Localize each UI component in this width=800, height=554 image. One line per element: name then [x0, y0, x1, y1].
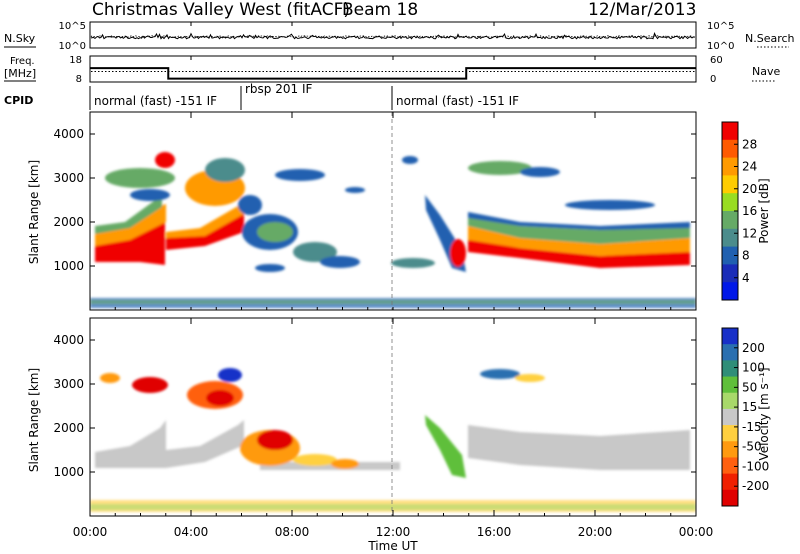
x-tick-label: 04:00	[174, 525, 209, 539]
power-panel: Slant Range [km] 1000 2000 3000 4000	[27, 111, 697, 311]
noise-sky-trace	[90, 32, 696, 40]
colorbar-tick-label: -200	[742, 479, 769, 493]
date-title: 12/Mar/2013	[588, 0, 696, 20]
velocity-ylabel: Slant Range [km]	[27, 368, 41, 472]
colorbar-tick-label: 24	[742, 160, 757, 174]
colorbar-swatch	[722, 441, 738, 458]
cpid-row: CPID normal (fast) -151 IF rbsp 201 IF n…	[4, 82, 519, 110]
cpid-segment-2: rbsp 201 IF	[245, 82, 312, 96]
power-heatmap	[90, 152, 696, 308]
colorbar-tick-label: 50	[742, 380, 757, 394]
x-axis: 00:00 04:00 08:00 12:00 16:00 20:00 00:00	[73, 22, 714, 539]
nave-tick-bottom: 0	[710, 74, 716, 85]
velocity-colorbar: 200 100 50 15 -15 -50 -100 -200	[721, 327, 769, 507]
colorbar-swatch	[722, 328, 738, 345]
freq-label-line2: [MHz]	[4, 67, 36, 80]
noise-search-trace	[90, 35, 696, 38]
x-tick-label: 08:00	[275, 525, 310, 539]
colorbar-swatch	[722, 344, 738, 361]
colorbar-swatch	[722, 392, 738, 410]
colorbar-tick-label: -50	[742, 440, 762, 454]
cpid-segment-1: normal (fast) -151 IF	[94, 94, 217, 108]
colorbar-tick-label: -100	[742, 459, 769, 473]
velocity-colorbar-label: Velocity [m s⁻¹]	[757, 367, 771, 460]
noise-right-tick-top: 10^5	[707, 21, 734, 32]
colorbar-tick-label: 4	[742, 271, 750, 285]
nave-label: Nave	[752, 65, 780, 78]
colorbar-swatch	[722, 246, 738, 265]
y-tick-label: 4000	[53, 333, 84, 347]
beam-title: Beam 18	[342, 0, 418, 20]
noise-panel: N.Sky 10^5 10^0 10^5 10^0 N.Search	[4, 21, 795, 52]
y-tick-label: 3000	[53, 377, 84, 391]
nave-tick-top: 60	[710, 55, 723, 66]
velocity-heatmap	[90, 368, 696, 512]
x-tick-label: 16:00	[477, 525, 512, 539]
y-tick-label: 2000	[53, 215, 84, 229]
colorbar-swatch	[722, 473, 738, 491]
freq-panel: Freq. [MHz] 18 8 60 0 Nave	[4, 55, 780, 85]
colorbar-tick-label: 20	[742, 182, 757, 196]
colorbar-tick-label: 8	[742, 249, 750, 263]
cpid-label: CPID	[4, 94, 33, 107]
power-ylabel: Slant Range [km]	[27, 160, 41, 264]
freq-tick-bottom: 8	[76, 74, 82, 85]
y-tick-label: 4000	[53, 127, 84, 141]
colorbar-swatch	[722, 139, 738, 159]
velocity-y-axis: 1000 2000 3000 4000	[53, 333, 696, 479]
x-axis-label: Time UT	[367, 539, 418, 553]
x-tick-label: 00:00	[73, 525, 108, 539]
colorbar-tick-label: -15	[742, 420, 762, 434]
y-tick-label: 3000	[53, 171, 84, 185]
noise-right-label: N.Search	[745, 32, 795, 45]
colorbar-tick-label: 200	[742, 341, 765, 355]
colorbar-tick-label: 100	[742, 361, 765, 375]
colorbar-tick-label: 12	[742, 226, 757, 240]
colorbar-swatch	[722, 264, 738, 283]
noise-right-tick-bottom: 10^0	[707, 41, 734, 52]
colorbar-swatch	[722, 282, 738, 301]
power-y-axis: 1000 2000 3000 4000	[53, 127, 696, 273]
noise-left-tick-bottom: 10^0	[59, 41, 86, 52]
freq-trace	[90, 67, 696, 80]
colorbar-swatch	[722, 408, 738, 426]
colorbar-swatch	[722, 228, 738, 248]
colorbar-swatch	[722, 376, 738, 394]
colorbar-swatch	[722, 211, 738, 230]
x-tick-label: 20:00	[578, 525, 613, 539]
cpid-segment-3: normal (fast) -151 IF	[396, 94, 519, 108]
noise-left-tick-top: 10^5	[59, 21, 86, 32]
colorbar-swatch	[722, 489, 738, 507]
colorbar-swatch	[722, 425, 738, 442]
colorbar-frame	[721, 327, 739, 507]
colorbar-swatch	[722, 122, 738, 141]
x-tick-label: 00:00	[679, 525, 714, 539]
colorbar-swatch	[722, 175, 738, 194]
colorbar-swatch	[722, 193, 738, 212]
colorbar-swatch	[722, 157, 738, 176]
noise-left-label: N.Sky	[4, 32, 36, 45]
station-title: Christmas Valley West (fitACF)	[92, 0, 350, 20]
power-colorbar-label: Power [dB]	[757, 178, 771, 243]
colorbar-tick-label: 16	[742, 204, 757, 218]
colorbar-tick-label: 28	[742, 137, 757, 151]
y-tick-label: 1000	[53, 465, 84, 479]
colorbar-tick-label: 15	[742, 400, 757, 414]
power-colorbar: 28 24 20 16 12 8 4	[721, 121, 757, 301]
x-tick-label: 12:00	[376, 525, 411, 539]
freq-label-line1: Freq.	[10, 56, 35, 67]
velocity-panel: Slant Range [km] 1000 2000 3000 4000	[27, 317, 697, 517]
freq-tick-top: 18	[69, 55, 82, 66]
y-tick-label: 2000	[53, 421, 84, 435]
y-tick-label: 1000	[53, 259, 84, 273]
colorbar-swatch	[722, 360, 738, 378]
colorbar-swatch	[722, 457, 738, 475]
